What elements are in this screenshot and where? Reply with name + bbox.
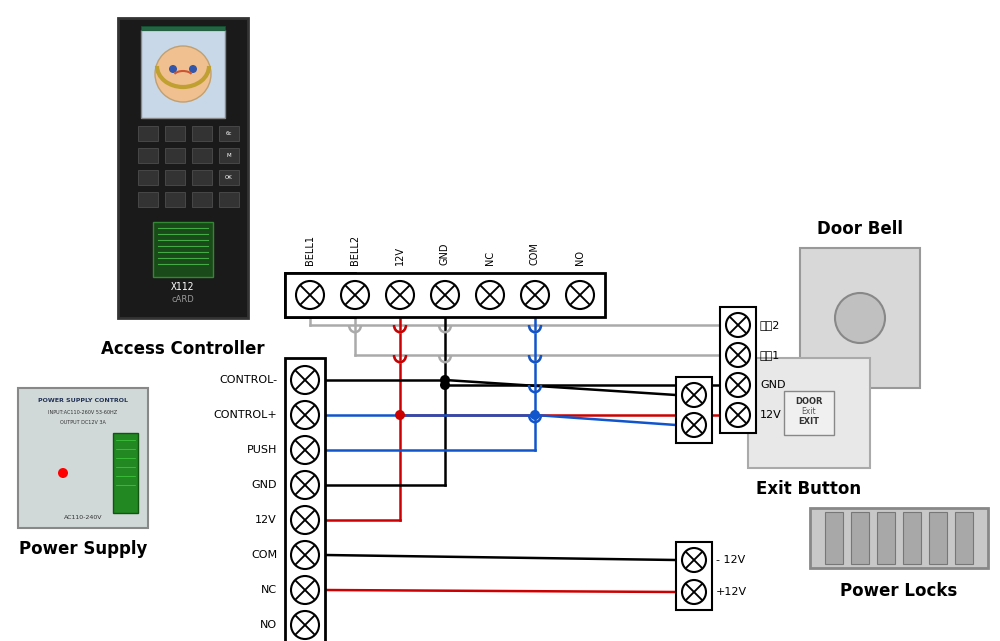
Text: EXIT: EXIT (798, 417, 820, 426)
Bar (192, 170, 212, 185)
Bar (810, 508, 988, 568)
Text: CONTROL+: CONTROL+ (213, 410, 277, 420)
Bar (929, 512, 947, 564)
Bar (165, 126, 185, 141)
Text: Power Supply: Power Supply (19, 540, 147, 558)
Text: NC: NC (485, 251, 495, 265)
Bar (113, 433, 138, 513)
Text: - 12V: - 12V (716, 555, 745, 565)
Bar (219, 148, 239, 163)
Text: X112: X112 (171, 282, 195, 292)
Bar (676, 377, 712, 443)
Bar (800, 248, 920, 388)
Circle shape (155, 46, 211, 102)
Text: CONTROL-: CONTROL- (219, 375, 277, 385)
Bar (851, 512, 869, 564)
Bar (165, 170, 185, 185)
Bar (138, 126, 158, 141)
Bar (153, 222, 213, 277)
Bar (285, 273, 355, 317)
Text: cARD: cARD (172, 294, 194, 303)
Text: 12V: 12V (395, 246, 405, 265)
Bar (219, 126, 239, 141)
Text: 信号1: 信号1 (760, 350, 780, 360)
Bar (285, 273, 605, 317)
Bar (192, 192, 212, 207)
Bar (138, 192, 158, 207)
Text: Access Controller: Access Controller (101, 340, 265, 358)
Text: AC110-240V: AC110-240V (64, 515, 102, 520)
Bar (165, 192, 185, 207)
Text: 12V: 12V (255, 515, 277, 525)
Bar (141, 30, 225, 118)
Text: BELL1: BELL1 (305, 235, 315, 265)
Text: Power Locks: Power Locks (840, 582, 958, 600)
Text: COM: COM (530, 242, 540, 265)
Text: GND: GND (252, 480, 277, 490)
Bar (784, 391, 834, 435)
Text: 信号2: 信号2 (760, 320, 780, 330)
Circle shape (169, 65, 177, 73)
Bar (219, 192, 239, 207)
Circle shape (835, 293, 885, 343)
Circle shape (395, 410, 405, 420)
Circle shape (440, 375, 450, 385)
Text: 12V: 12V (760, 410, 782, 420)
Bar (118, 18, 248, 318)
Circle shape (530, 410, 540, 420)
Bar (138, 170, 158, 185)
Bar (141, 26, 225, 30)
Text: INPUT:AC110-260V 53-60HZ: INPUT:AC110-260V 53-60HZ (48, 410, 118, 415)
Bar (676, 542, 712, 610)
Bar (138, 148, 158, 163)
Bar (903, 512, 921, 564)
Circle shape (440, 380, 450, 390)
Text: NO: NO (260, 620, 277, 630)
Text: 6c: 6c (226, 131, 232, 136)
Text: OK: OK (225, 175, 233, 180)
Bar (165, 148, 185, 163)
Bar (285, 358, 325, 641)
Text: GND: GND (440, 242, 450, 265)
Text: POWER SUPPLY CONTROL: POWER SUPPLY CONTROL (38, 398, 128, 403)
Text: +12V: +12V (716, 587, 747, 597)
Text: Exit Button: Exit Button (756, 480, 862, 498)
Text: Exit: Exit (802, 406, 816, 415)
Text: Door Bell: Door Bell (817, 220, 903, 238)
Circle shape (58, 468, 68, 478)
Bar (825, 512, 843, 564)
Text: NO: NO (575, 250, 585, 265)
Bar (720, 307, 756, 433)
Circle shape (189, 65, 197, 73)
Text: COM: COM (251, 550, 277, 560)
Bar (748, 358, 870, 468)
Bar (955, 512, 973, 564)
Bar (18, 388, 148, 528)
Bar (219, 170, 239, 185)
Text: GND: GND (760, 380, 786, 390)
Text: BELL2: BELL2 (350, 235, 360, 265)
Bar (192, 126, 212, 141)
Text: NC: NC (261, 585, 277, 595)
Text: M: M (227, 153, 231, 158)
Text: DOOR: DOOR (795, 397, 823, 406)
Text: OUTPUT DC12V 3A: OUTPUT DC12V 3A (60, 420, 106, 425)
Bar (192, 148, 212, 163)
Bar (877, 512, 895, 564)
Text: PUSH: PUSH (247, 445, 277, 455)
